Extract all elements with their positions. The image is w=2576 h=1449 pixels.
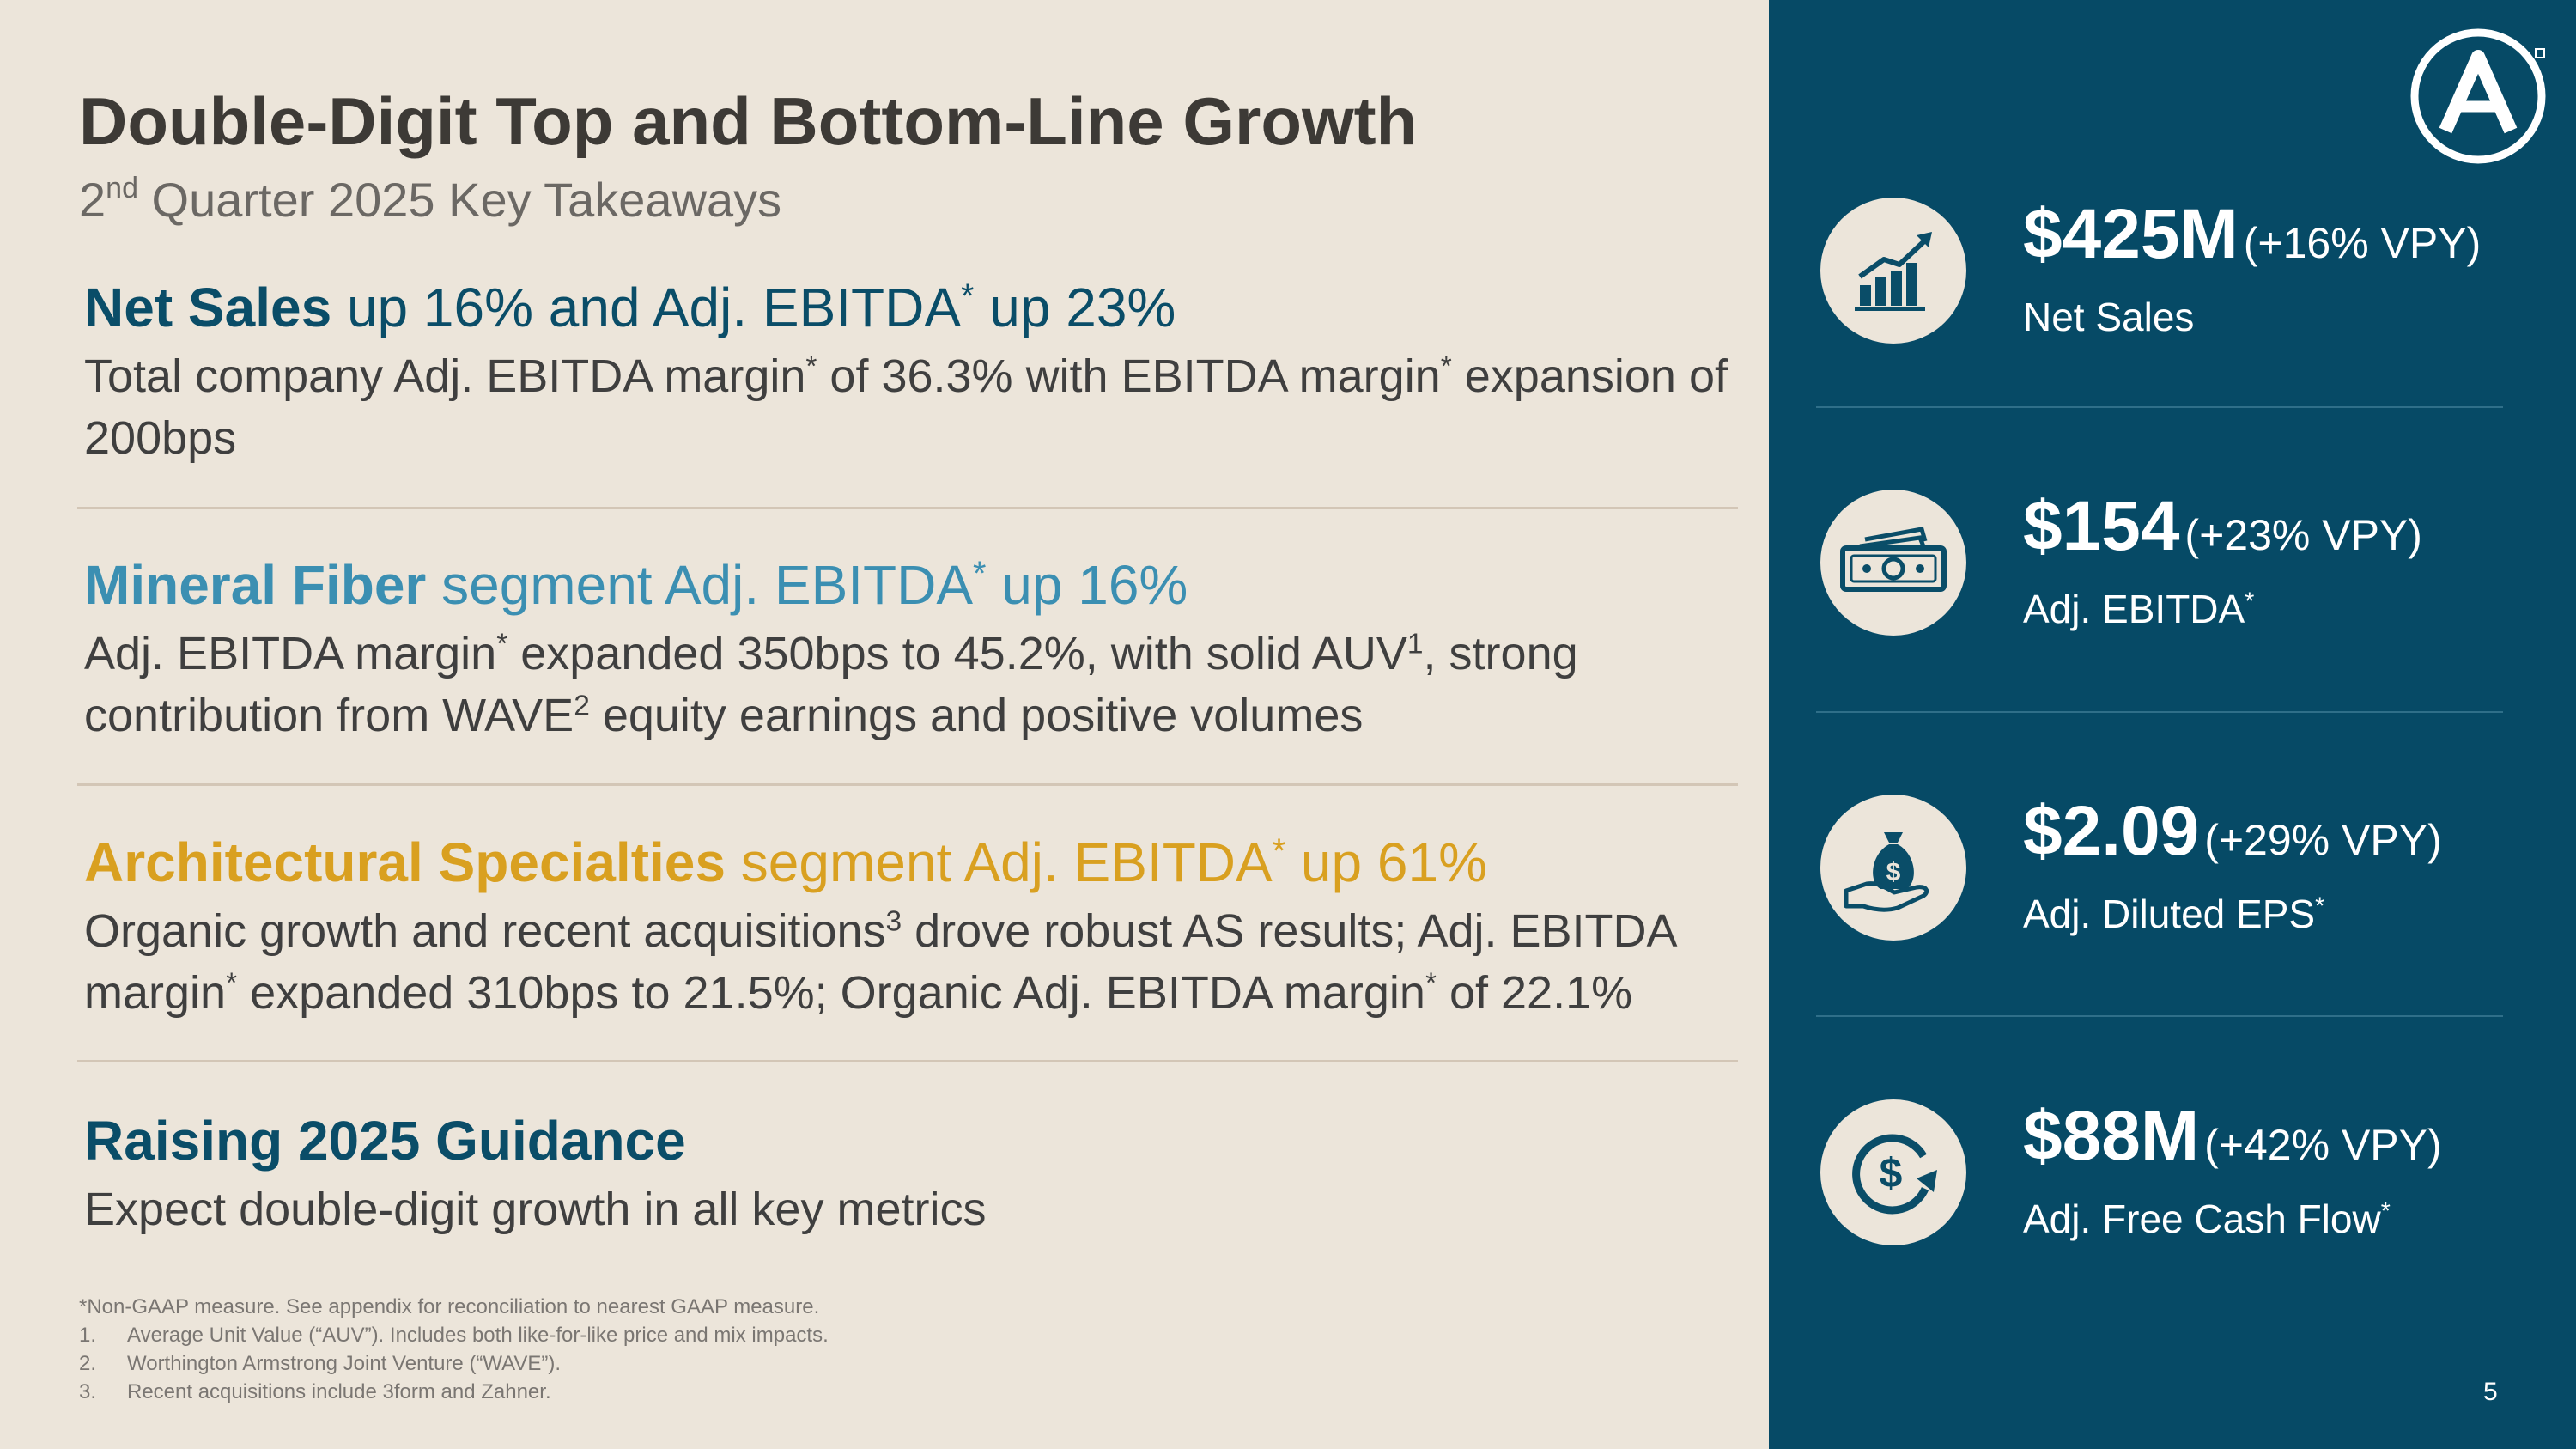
takeaway-architectural-specialties: Architectural Specialties segment Adj. E…	[84, 828, 1767, 1024]
metric-value: $425M	[2023, 195, 2239, 273]
metric-adj-ebitda: $154 (+23% VPY) Adj. EBITDA*	[1820, 487, 2524, 661]
metric-value-row: $2.09 (+29% VPY)	[2023, 791, 2442, 872]
metric-change: (+16% VPY)	[2243, 219, 2482, 267]
svg-text:$: $	[1886, 858, 1901, 886]
metric-label: Adj. EBITDA*	[2023, 587, 2255, 631]
takeaway-body: Total company Adj. EBITDA margin* of 36.…	[84, 350, 1728, 464]
footnote-item: 2. Worthington Armstrong Joint Venture (“…	[79, 1352, 562, 1375]
takeaway-body: Expect double-digit growth in all key me…	[84, 1184, 987, 1235]
growth-chart-icon	[1820, 198, 1966, 344]
page-subtitle: 2nd Quarter 2025 Key Takeaways	[79, 172, 782, 227]
section-divider	[77, 1060, 1738, 1062]
section-divider	[77, 507, 1738, 509]
metric-change: (+42% VPY)	[2204, 1121, 2442, 1169]
takeaway-guidance: Raising 2025 Guidance Expect double-digi…	[84, 1106, 1767, 1240]
metric-label: Adj. Free Cash Flow*	[2023, 1196, 2391, 1241]
metric-divider	[1816, 406, 2503, 408]
dollar-cycle-icon: $	[1820, 1099, 1966, 1245]
metric-value: $2.09	[2023, 792, 2200, 870]
footnote-nongaap: *Non-GAAP measure. See appendix for reco…	[79, 1295, 820, 1318]
company-logo-icon	[2410, 28, 2546, 164]
money-bag-hand-icon: $	[1820, 795, 1966, 941]
metric-value-row: $154 (+23% VPY)	[2023, 486, 2422, 567]
takeaway-body: Organic growth and recent acquisitions3 …	[84, 905, 1675, 1019]
metric-value: $88M	[2023, 1097, 2200, 1175]
takeaway-heading: Architectural Specialties segment Adj. E…	[84, 831, 1487, 893]
page-number: 5	[2483, 1378, 2498, 1406]
metric-value-row: $425M (+16% VPY)	[2023, 194, 2481, 275]
takeaway-body: Adj. EBITDA margin* expanded 350bps to 4…	[84, 628, 1578, 741]
metric-value-row: $88M (+42% VPY)	[2023, 1096, 2442, 1177]
trademark-mark	[2535, 48, 2545, 58]
metric-value: $154	[2023, 487, 2180, 565]
footnote-item: 3. Recent acquisitions include 3form and …	[79, 1380, 551, 1403]
takeaway-mineral-fiber: Mineral Fiber segment Adj. EBITDA* up 16…	[84, 551, 1767, 746]
metric-label: Adj. Diluted EPS*	[2023, 892, 2325, 936]
metric-adj-free-cash-flow: $ $88M (+42% VPY) Adj. Free Cash Flow*	[1820, 1096, 2524, 1271]
metric-net-sales: $425M (+16% VPY) Net Sales	[1820, 195, 2524, 369]
footnote-item: 1. Average Unit Value (“AUV”). Includes b…	[79, 1324, 829, 1347]
takeaway-net-sales: Net Sales up 16% and Adj. EBITDA* up 23%…	[84, 273, 1767, 469]
page-title: Double-Digit Top and Bottom-Line Growth	[79, 83, 1418, 159]
metric-label: Net Sales	[2023, 295, 2195, 339]
takeaway-heading: Net Sales up 16% and Adj. EBITDA* up 23%	[84, 277, 1176, 338]
metric-change: (+23% VPY)	[2184, 511, 2422, 559]
takeaway-heading: Raising 2025 Guidance	[84, 1110, 686, 1172]
takeaway-heading: Mineral Fiber segment Adj. EBITDA* up 16…	[84, 554, 1188, 616]
metric-divider	[1816, 711, 2503, 713]
cash-bills-icon	[1820, 490, 1966, 636]
svg-text:$: $	[1880, 1151, 1903, 1196]
section-divider	[77, 783, 1738, 786]
metric-divider	[1816, 1015, 2503, 1017]
content-area	[0, 0, 1769, 1449]
metric-adj-diluted-eps: $ $2.09 (+29% VPY) Adj. Diluted EPS*	[1820, 792, 2524, 966]
metric-change: (+29% VPY)	[2204, 816, 2442, 864]
